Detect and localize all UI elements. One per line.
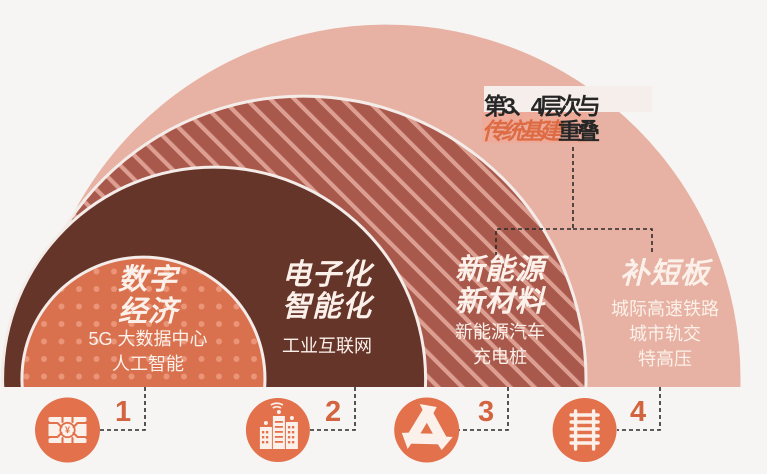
svg-text:1: 1 — [115, 396, 131, 428]
svg-text:2: 2 — [325, 396, 341, 428]
svg-text:¥: ¥ — [65, 425, 70, 435]
svg-text:3: 3 — [478, 396, 494, 428]
svg-text:4: 4 — [630, 396, 646, 428]
